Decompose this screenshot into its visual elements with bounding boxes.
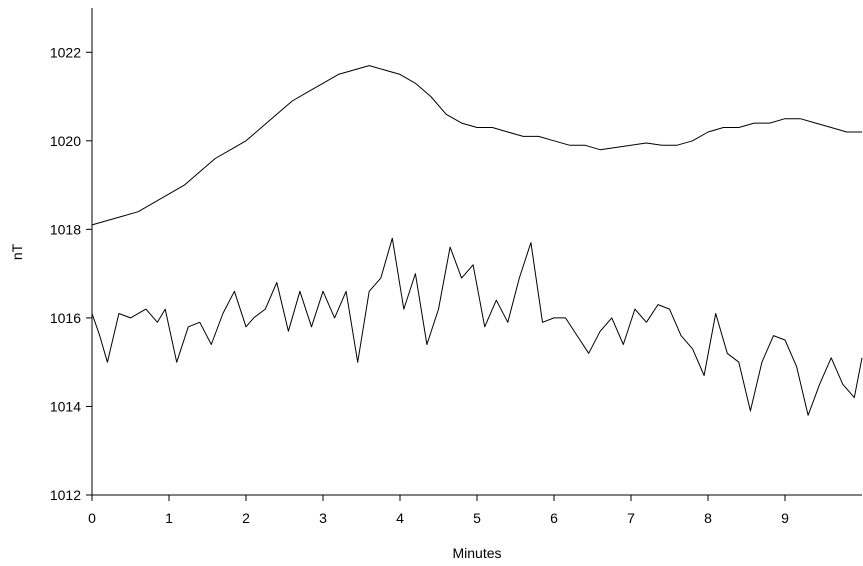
y-tick-label: 1014 [50, 398, 81, 414]
x-tick-label: 8 [704, 510, 712, 526]
series-line-2 [91, 237, 863, 416]
y-tick-label: 1018 [50, 221, 81, 237]
x-tick-label: 1 [165, 510, 173, 526]
y-tick-label: 1016 [50, 310, 81, 326]
ticks: 0 1 2 3 4 5 6 7 8 9 1012 1014 1016 1018 1020 1022 [50, 44, 789, 526]
x-tick-label: 5 [473, 510, 481, 526]
y-axis-title: nT [9, 243, 25, 260]
series-line-1 [91, 65, 862, 226]
axes [91, 8, 862, 496]
x-tick-label: 4 [396, 510, 404, 526]
y-tick-label: 1022 [50, 44, 81, 60]
x-tick-label: 7 [627, 510, 635, 526]
x-tick-label: 2 [242, 510, 250, 526]
x-tick-label: 3 [319, 510, 327, 526]
y-tick-label: 1012 [50, 487, 81, 503]
y-tick-label: 1020 [50, 133, 81, 149]
x-axis-title: Minutes [452, 545, 501, 561]
series-lines [91, 65, 863, 416]
x-tick-label: 9 [781, 510, 789, 526]
x-tick-label: 6 [550, 510, 558, 526]
x-tick-label: 0 [88, 510, 96, 526]
